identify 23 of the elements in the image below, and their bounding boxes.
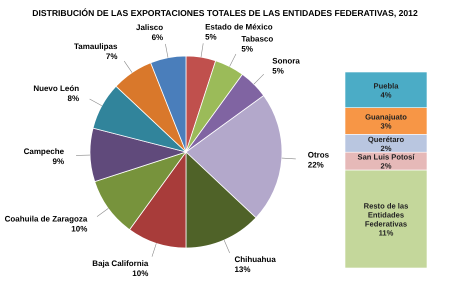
data-label: 7%	[106, 52, 118, 62]
slice-label: Estado de México	[205, 22, 273, 32]
data-label: 5%	[205, 32, 217, 42]
slice-label: Chihuahua	[234, 254, 276, 264]
slice-label: Nuevo León	[33, 84, 80, 94]
slice-label: Sonora	[272, 56, 300, 66]
data-label: 5%	[272, 66, 284, 76]
slice-label: Baja California	[92, 259, 149, 268]
slice-label: Jalisco	[136, 23, 164, 32]
slice-label: Coahuila de Zaragoza	[4, 214, 88, 224]
slice-label: Tabasco	[241, 34, 274, 44]
slice-label: Campeche	[24, 146, 65, 156]
data-label: 10%	[71, 224, 88, 234]
data-label: 9%	[52, 156, 64, 166]
slice-label: Otros	[308, 150, 330, 160]
chart-title: DISTRIBUCIÓN DE LAS EXPORTACIONES TOTALES DE LAS ENTIDADES FEDERATIVAS, 2012	[32, 8, 418, 18]
slice-label: Tamaulipas	[74, 42, 118, 52]
data-label: 6%	[152, 33, 164, 42]
data-label: 8%	[68, 94, 80, 104]
data-label: 22%	[308, 160, 324, 170]
data-label: 10%	[132, 269, 148, 278]
data-label: 13%	[234, 264, 250, 274]
data-label: 5%	[241, 44, 253, 54]
